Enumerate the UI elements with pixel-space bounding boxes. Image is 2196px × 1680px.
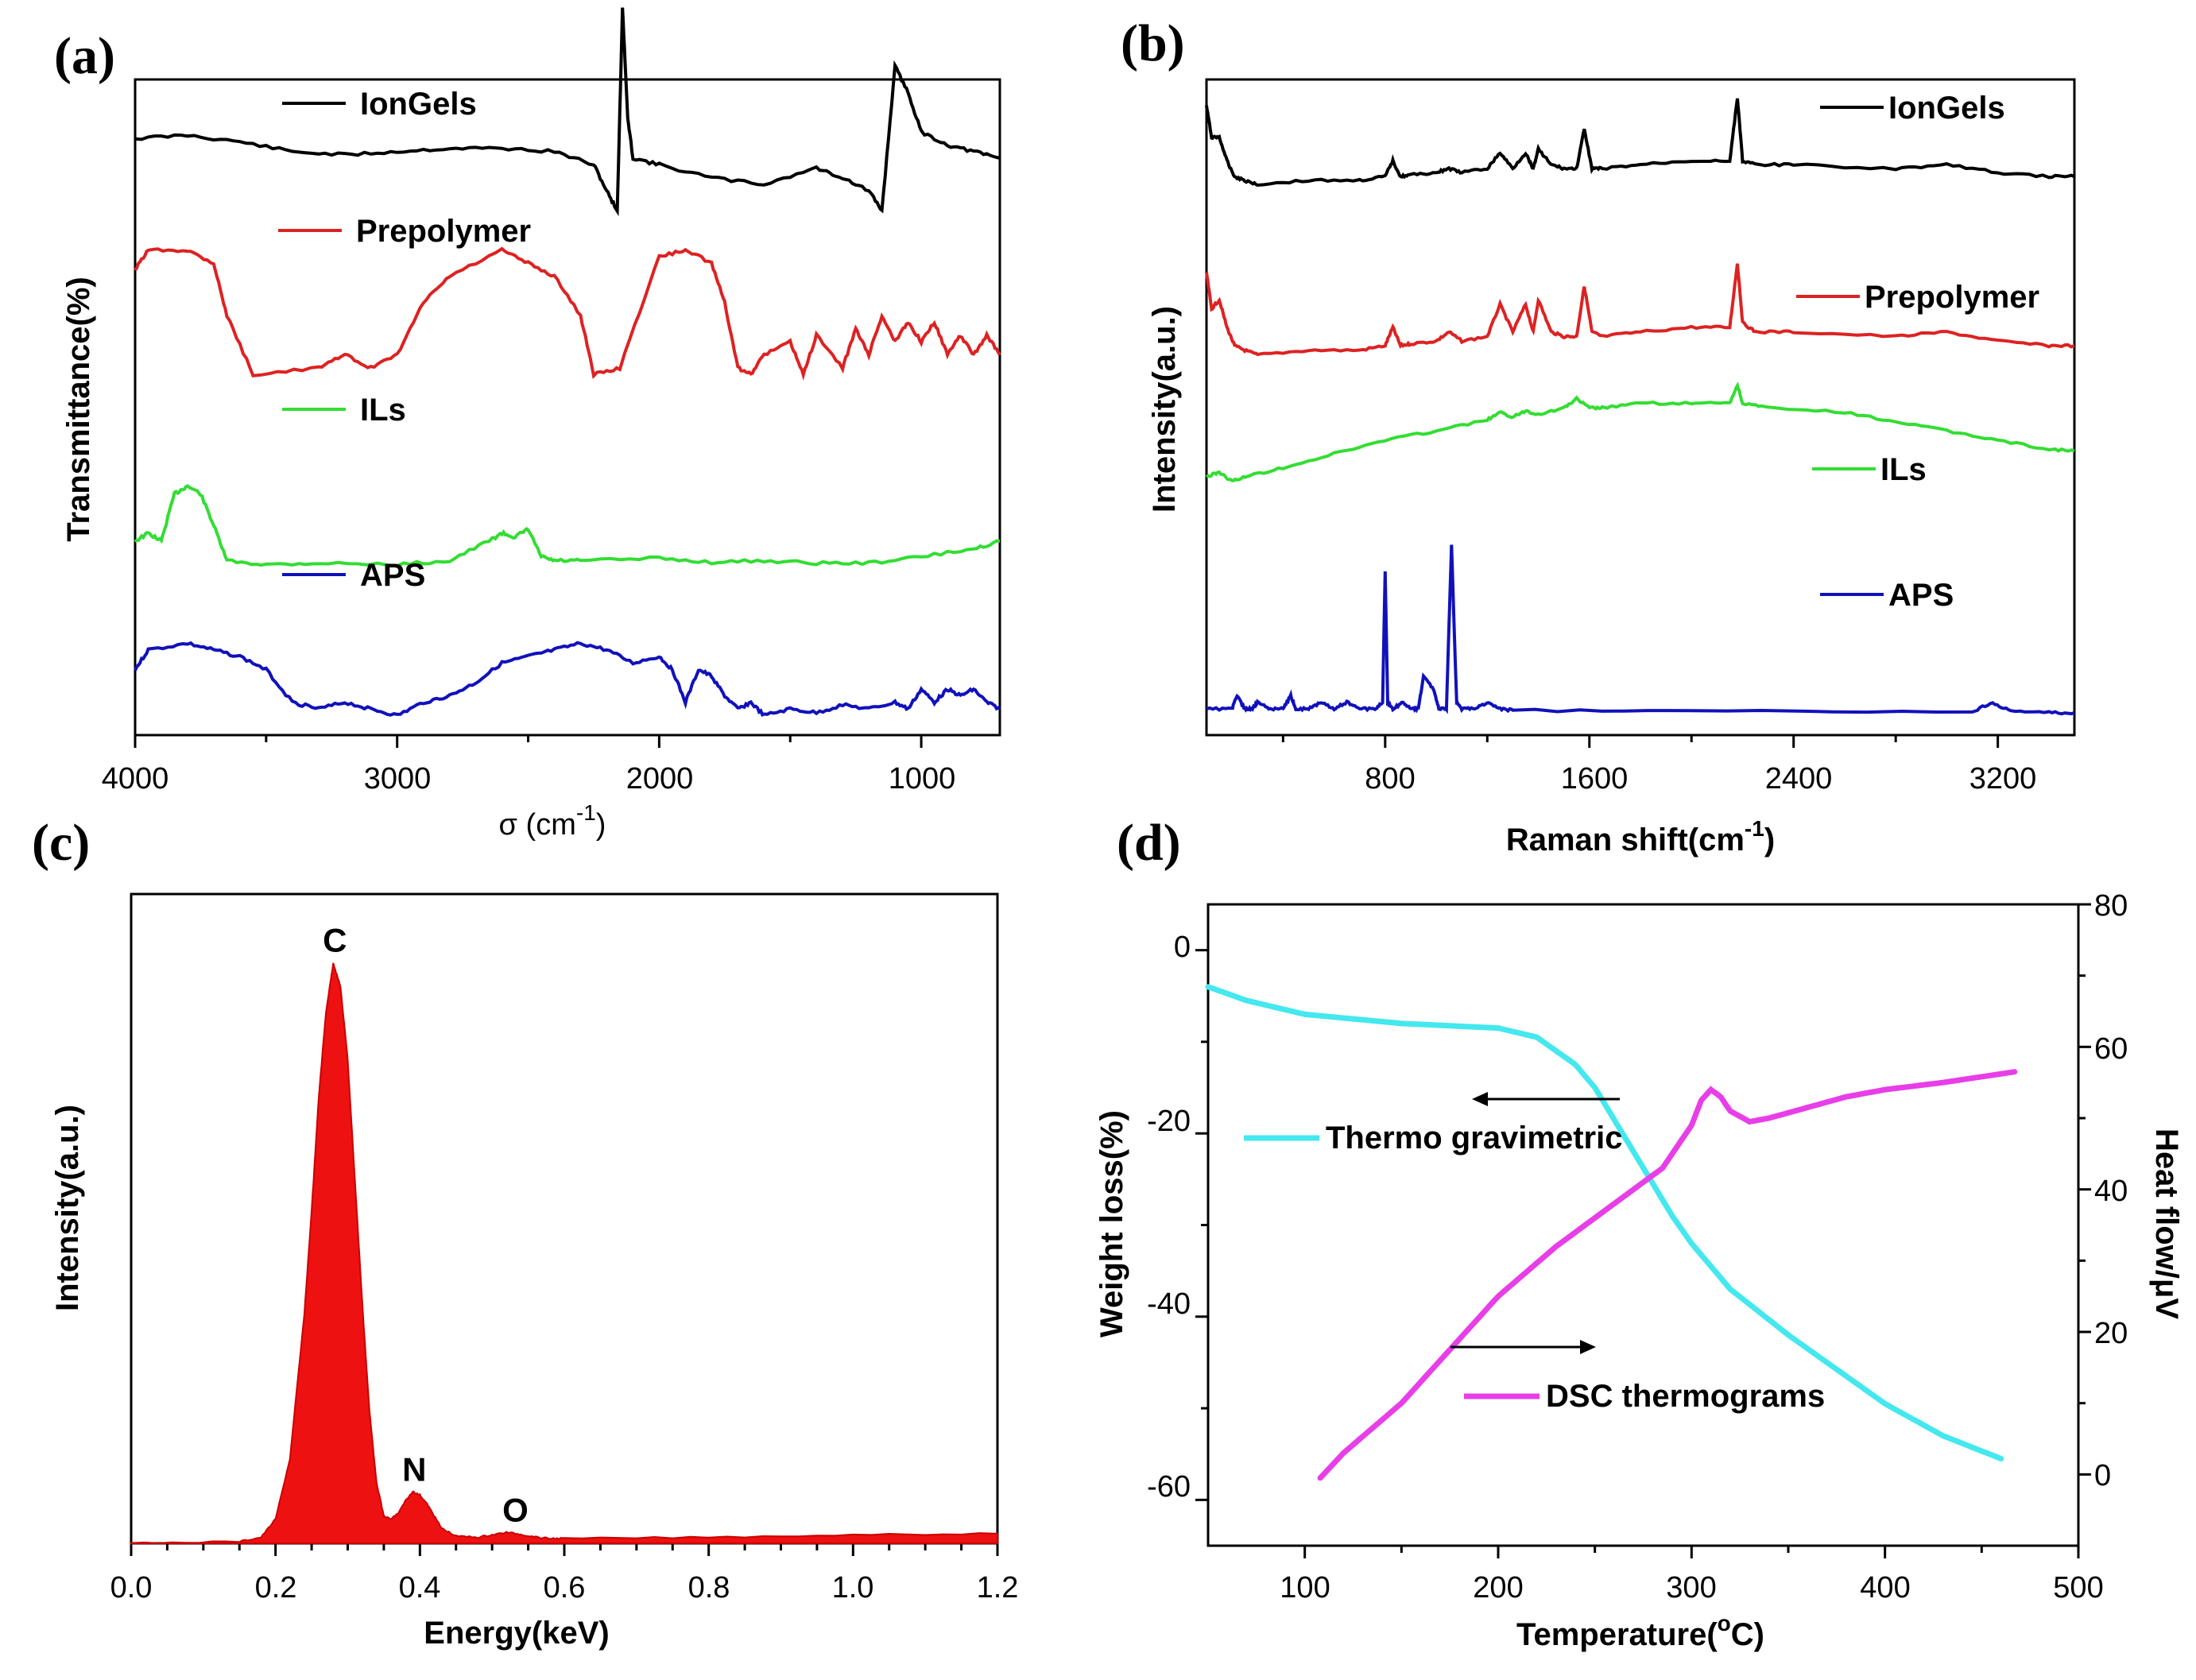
panel-d-series-thermo-gravimetric — [1205, 984, 2004, 1461]
panel-c-x-ticks — [130, 1543, 999, 1556]
panel-d-ticks — [1195, 903, 2091, 1558]
panel-a-plot-frame — [134, 78, 1001, 737]
panel-a-xtick-label-4000: 4000 — [102, 762, 169, 795]
panel-c-y-axis-label: Intensity(a.u.) — [50, 1105, 85, 1311]
panel-b-label: (b) — [1121, 14, 1185, 72]
panel-d-legend-label-dsc-thermograms: DSC thermograms — [1546, 1379, 1825, 1414]
panel-d-xtick-label-200: 200 — [1473, 1571, 1523, 1605]
panel-d-x-axis-label: Temperature(oC) — [1516, 1611, 1764, 1652]
panel-b-series-iongels — [1205, 98, 2075, 188]
panel-a-legend-label-ils: ILs — [360, 393, 406, 428]
panel-a-legend-label-prepolymer: Prepolymer — [356, 214, 531, 249]
panel-b-y-axis-label: Intensity(a.u.) — [1147, 306, 1182, 513]
panel-b-xtick-label-800: 800 — [1365, 762, 1415, 795]
panel-c-xtick-label-0.6: 0.6 — [544, 1571, 586, 1605]
panel-b-series-aps — [1206, 544, 2075, 716]
panel-a: (a) IonGels Prepolymer ILs APS 4000 3000 20… — [54, 7, 1001, 842]
panel-d-legend: Thermo gravimetric DSC thermograms — [1244, 1121, 1825, 1414]
panel-a-legend: IonGels Prepolymer ILs APS — [278, 87, 531, 593]
panel-d-xtick-label-300: 300 — [1666, 1571, 1716, 1605]
panel-c-xtick-label-0.8: 0.8 — [688, 1571, 730, 1605]
panel-d-label: (d) — [1117, 814, 1181, 872]
panel-b-xtick-label-3200: 3200 — [1969, 762, 2037, 795]
panel-d-y-axis-label: Weight loss(%) — [1094, 1110, 1129, 1337]
panel-a-legend-label-iongels: IonGels — [360, 87, 477, 122]
panel-b-series-prepolymer — [1205, 263, 2075, 357]
panel-a-series-prepolymer — [134, 246, 1001, 381]
panel-d-y2-axis-label: Heat flow/μV — [2149, 1128, 2184, 1319]
panel-d-y2tick-label-40: 40 — [2094, 1175, 2128, 1208]
panel-b-x-axis-label: Raman shift(cm-1) — [1506, 816, 1775, 857]
panel-c-xtick-label-1.0: 1.0 — [832, 1571, 874, 1605]
panel-d-xtick-label-500: 500 — [2053, 1571, 2103, 1605]
panel-d-ytick-label-minus40: -40 — [1147, 1287, 1191, 1321]
panel-a-x-ticks — [134, 735, 923, 748]
panel-a-xtick-label-3000: 3000 — [364, 762, 432, 795]
panel-c-peak-label-o: O — [502, 1491, 529, 1528]
panel-c-xtick-label-0.0: 0.0 — [110, 1571, 153, 1605]
panel-c-xtick-label-0.2: 0.2 — [255, 1571, 297, 1605]
panel-d-ytick-label-minus60: -60 — [1147, 1470, 1191, 1504]
panel-c-x-axis-label: Energy(keV) — [424, 1616, 609, 1651]
panel-a-xtick-label-2000: 2000 — [626, 762, 694, 795]
panel-a-y-axis-label: Transmittance(%) — [61, 277, 96, 541]
panel-b-legend-label-aps: APS — [1888, 578, 1954, 613]
panel-b-x-ticks — [1281, 735, 2000, 748]
panel-a-x-axis-label: σ (cm-1) — [499, 800, 606, 842]
panel-a-legend-label-aps: APS — [360, 558, 425, 593]
panel-d-series — [1205, 984, 2018, 1481]
arrow-left-icon — [1472, 1092, 1620, 1106]
panel-d-y2tick-label-0: 0 — [2094, 1459, 2111, 1492]
panel-b-xtick-label-1600: 1600 — [1561, 762, 1629, 795]
panel-b-xtick-label-2400: 2400 — [1765, 762, 1833, 795]
panel-c-label: (c) — [32, 814, 90, 872]
panel-d-series-dsc-thermograms — [1317, 1069, 2018, 1481]
panel-a-series-ils — [134, 484, 1001, 568]
panel-b-legend-label-iongels: IonGels — [1888, 91, 2005, 126]
panel-b-legend-label-ils: ILs — [1880, 452, 1927, 487]
panel-b-legend: IonGels Prepolymer ILs APS — [1796, 91, 2039, 613]
panel-c-plot-frame — [130, 892, 999, 1545]
panel-b-legend-label-prepolymer: Prepolymer — [1865, 280, 2039, 315]
panel-d-xtick-label-100: 100 — [1280, 1571, 1330, 1605]
panel-b: (b) IonGels Prepolymer ILs APS 800 1600 240… — [1121, 14, 2076, 857]
panel-d-ytick-label-0: 0 — [1174, 931, 1191, 964]
panel-d-ytick-label-minus20: -20 — [1147, 1105, 1191, 1138]
panel-c-spectrum-area — [130, 962, 998, 1545]
panel-a-series-aps — [134, 641, 1001, 718]
panel-a-xtick-label-1000: 1000 — [889, 762, 956, 795]
panel-c-peak-labels: C N O — [323, 921, 529, 1528]
panel-b-series-ils — [1205, 381, 2075, 482]
panel-d-y2tick-label-80: 80 — [2094, 889, 2128, 923]
panel-c-peak-label-c: C — [323, 921, 347, 958]
panel-a-series-iongels — [134, 7, 1001, 217]
panel-c-peak-label-n: N — [402, 1450, 426, 1488]
panel-a-series — [134, 7, 1001, 718]
panel-d-y2tick-label-60: 60 — [2094, 1032, 2128, 1066]
panel-b-series — [1205, 98, 2075, 716]
panel-d-plot-frame — [1206, 903, 2080, 1547]
panel-c-xtick-label-1.2: 1.2 — [977, 1571, 1019, 1605]
arrow-right-icon — [1450, 1340, 1596, 1354]
panel-c-xtick-label-0.4: 0.4 — [399, 1571, 441, 1605]
panel-a-label: (a) — [54, 27, 115, 85]
panel-d-y2tick-label-20: 20 — [2094, 1317, 2128, 1350]
panel-b-plot-frame — [1205, 78, 2076, 737]
panel-c: (c) C N O 0.0 0.2 0.4 0.6 0.8 1.0 1.2 Ener… — [32, 814, 1018, 1651]
panel-d-legend-label-thermo-gravimetric: Thermo gravimetric — [1326, 1121, 1622, 1155]
panel-d-xtick-label-400: 400 — [1860, 1571, 1910, 1605]
